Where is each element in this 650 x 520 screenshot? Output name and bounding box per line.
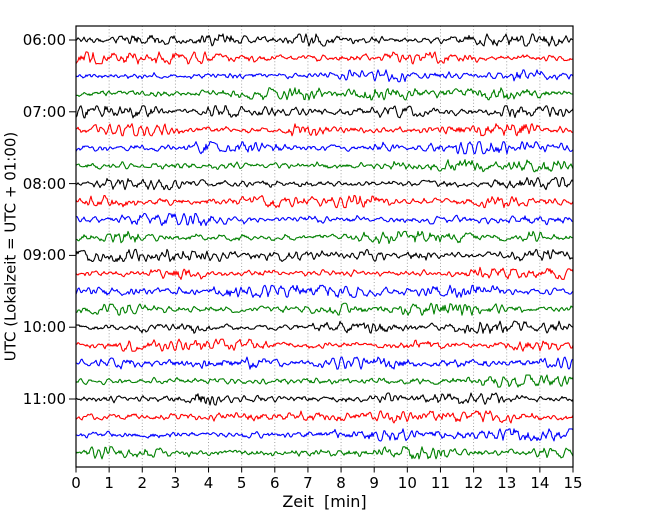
seismic-trace — [75, 159, 574, 173]
x-tick-label: 5 — [236, 474, 247, 492]
y-tick-label: 08:00 — [22, 174, 66, 193]
x-tick-label: 7 — [303, 474, 313, 492]
y-tick-label: 09:00 — [22, 246, 66, 265]
x-tick-label: 13 — [497, 474, 517, 492]
seismic-trace — [75, 141, 574, 155]
seismic-trace — [75, 392, 574, 406]
seismic-trace — [75, 87, 574, 101]
x-tick-label: 1 — [104, 474, 114, 492]
x-tick-label: 9 — [369, 474, 379, 492]
seismic-trace — [75, 177, 574, 191]
x-tick-label: 14 — [530, 474, 550, 492]
y-tick-label: 10:00 — [22, 318, 66, 337]
x-tick-label: 10 — [397, 474, 417, 492]
seismic-trace — [75, 212, 574, 227]
y-tick-label: 06:00 — [22, 31, 66, 49]
seismic-trace — [75, 195, 574, 209]
seismic-trace — [75, 266, 574, 280]
x-axis-label: Zeit [min] — [282, 492, 367, 511]
x-tick-label: 6 — [270, 474, 280, 492]
seismic-trace — [75, 428, 574, 442]
seismic-trace — [75, 69, 574, 83]
seismic-trace — [75, 320, 574, 334]
seismic-trace — [75, 51, 574, 65]
x-tick-label: 0 — [71, 474, 81, 492]
seismic-trace — [75, 123, 574, 137]
seismic-trace — [75, 248, 574, 262]
seismic-trace — [75, 284, 574, 298]
x-tick-label: 2 — [137, 474, 148, 492]
x-tick-marks — [75, 467, 574, 473]
x-tick-label: 15 — [563, 474, 583, 492]
x-tick-label: 3 — [170, 474, 181, 492]
seismic-traces — [75, 33, 574, 460]
seismic-trace — [75, 446, 574, 460]
seismic-trace — [75, 356, 574, 370]
x-tick-label: 11 — [430, 474, 450, 492]
y-tick-label: 07:00 — [22, 102, 66, 121]
x-tick-label: 12 — [464, 474, 484, 492]
seismic-trace — [75, 105, 574, 119]
seismic-trace — [75, 33, 574, 47]
x-tick-label: 4 — [203, 474, 214, 492]
y-tick-marks — [69, 39, 76, 400]
x-tick-label: 8 — [336, 474, 346, 492]
axes-border — [75, 25, 574, 468]
seismic-trace — [75, 374, 574, 388]
y-tick-label: 11:00 — [22, 390, 66, 408]
seismic-trace — [75, 410, 574, 424]
seismic-trace — [75, 230, 574, 244]
seismic-trace — [75, 338, 574, 352]
seismic-trace — [75, 302, 574, 316]
